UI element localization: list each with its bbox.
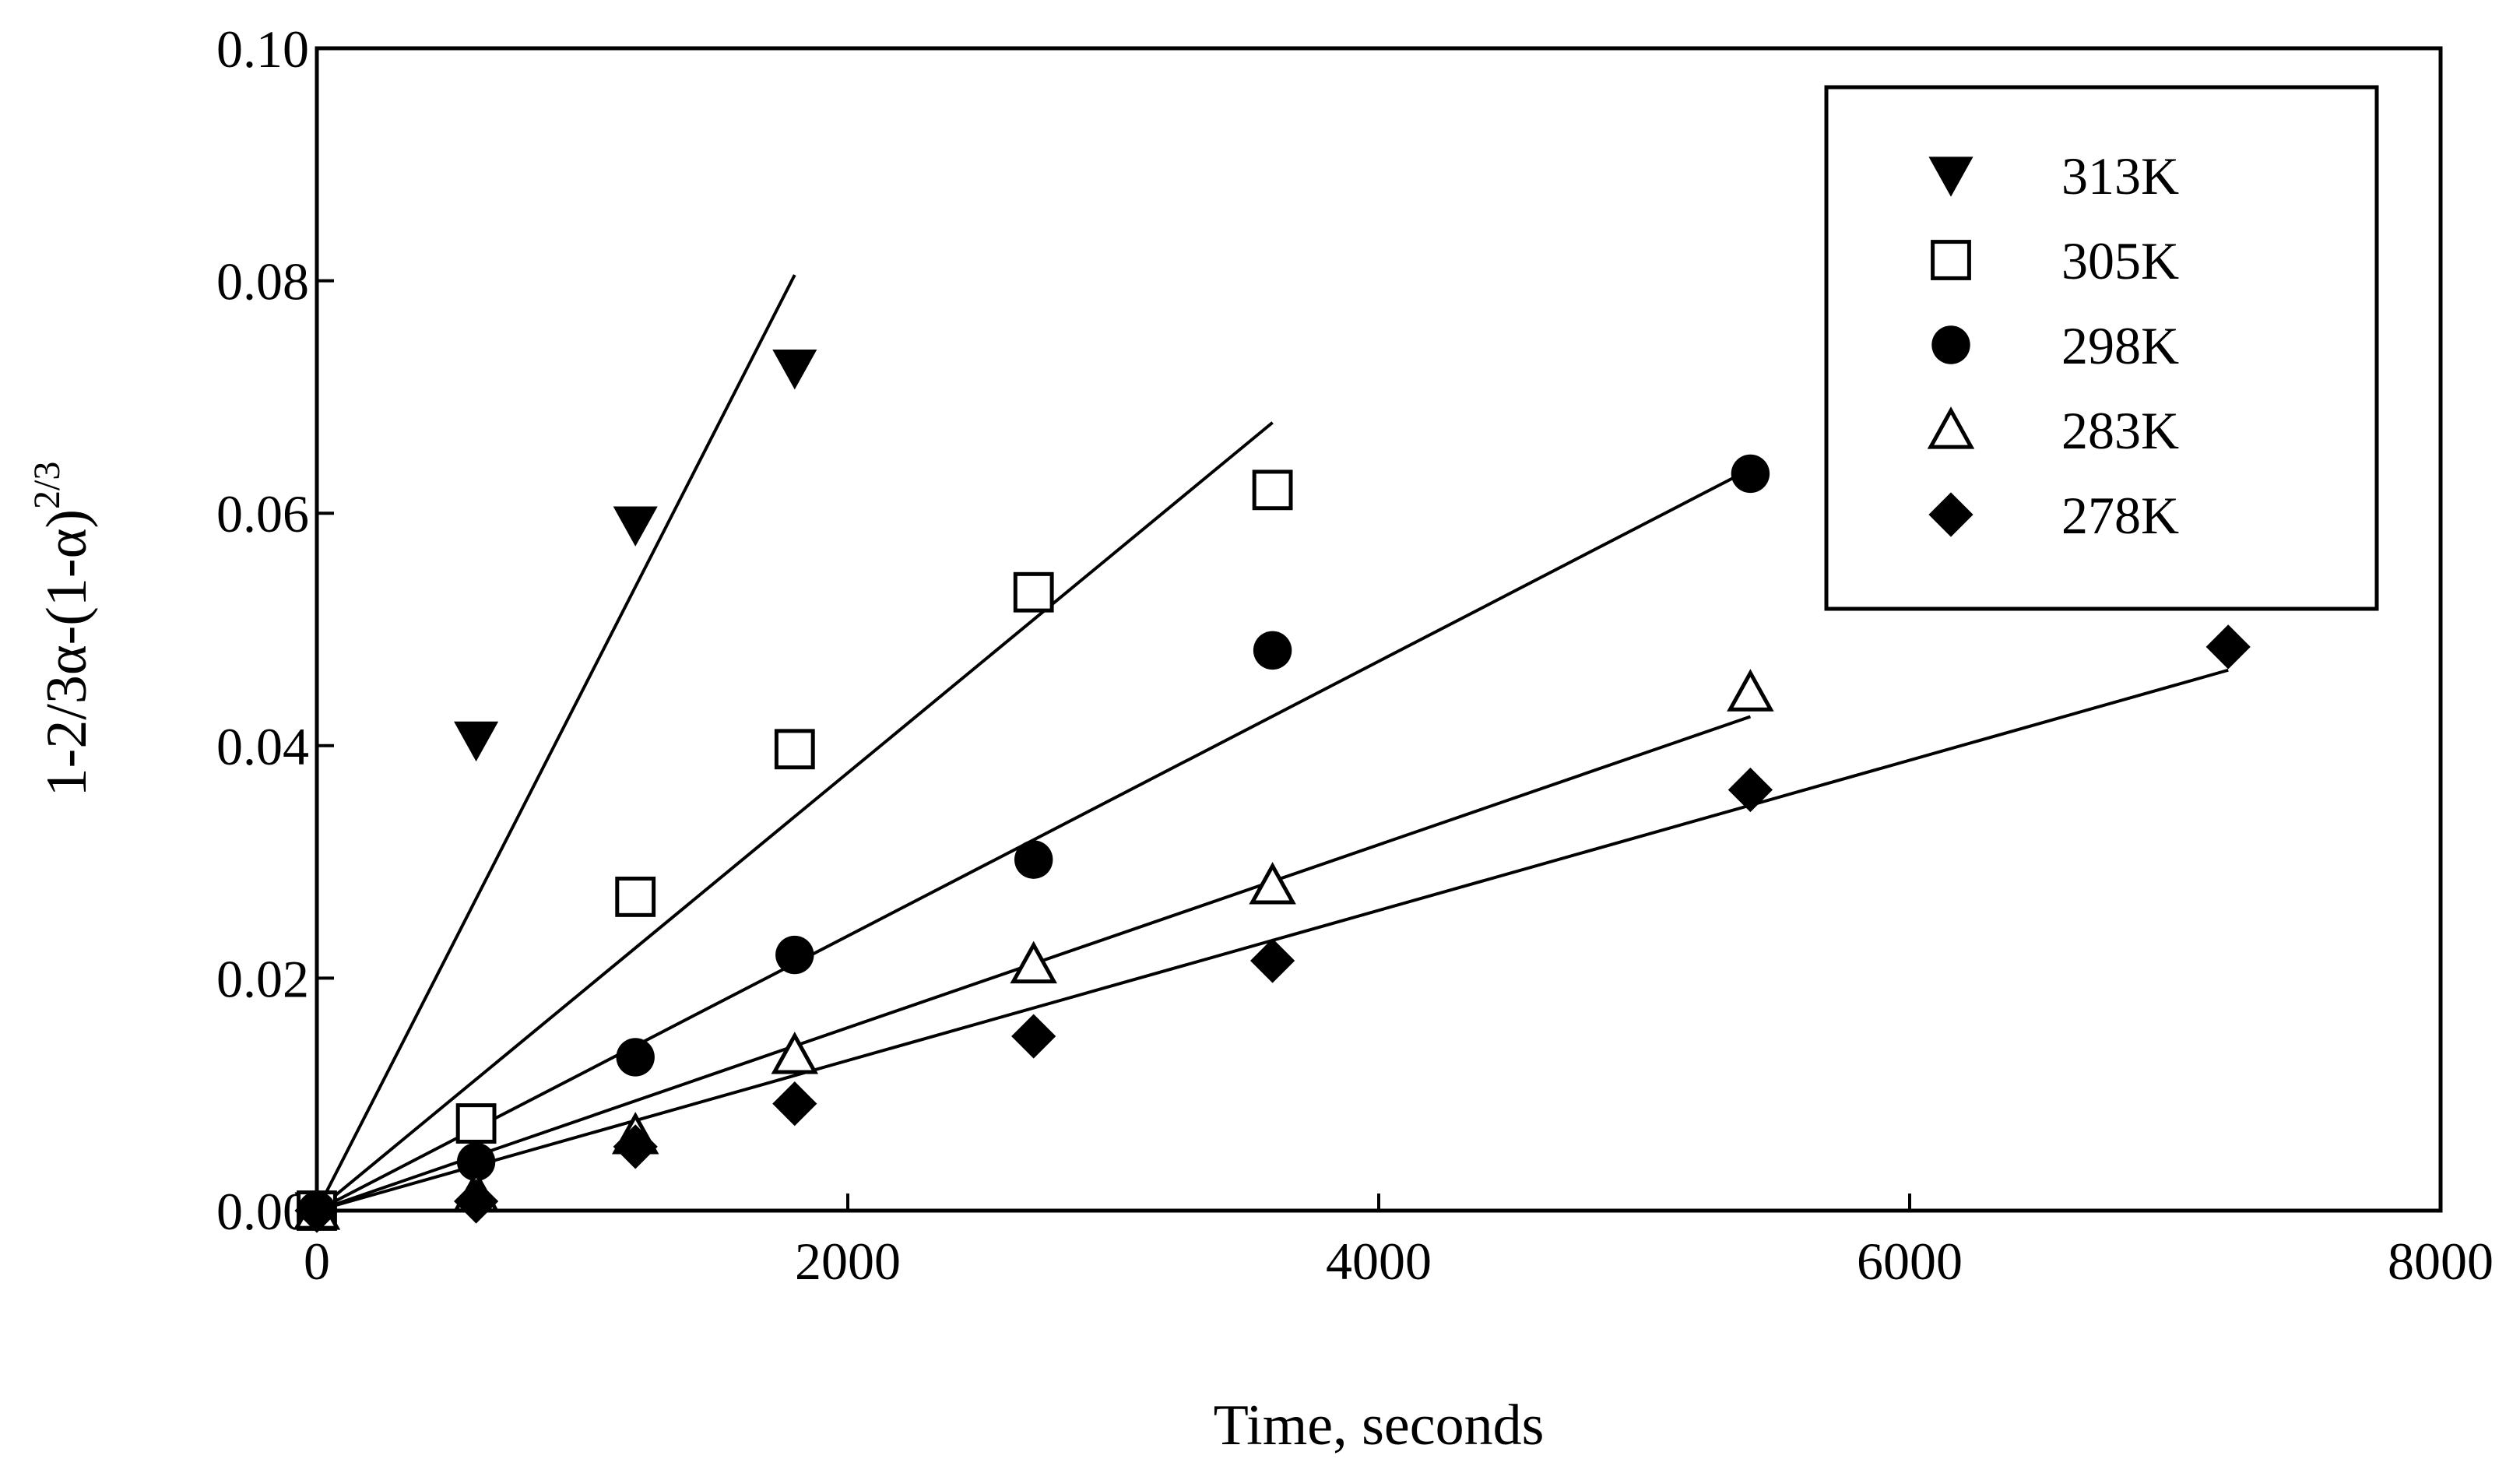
data-point-283K: [1010, 940, 1057, 984]
y-tick-label: 0.02: [216, 949, 309, 1008]
legend-label: 283K: [2061, 401, 2179, 460]
legend-marker-305K: [1931, 240, 1971, 280]
data-point-278K: [2205, 624, 2251, 670]
data-point-278K: [1011, 1014, 1056, 1059]
legend-label: 298K: [2061, 316, 2179, 375]
legend-marker-283K: [1927, 406, 1975, 449]
data-points: [293, 349, 2251, 1233]
x-tick-label: 4000: [1326, 1232, 1432, 1291]
data-point-313K: [454, 721, 499, 762]
data-point-305K: [1252, 469, 1293, 511]
data-point-305K: [615, 876, 656, 917]
data-point-283K: [1727, 669, 1774, 712]
legend-label: 305K: [2061, 231, 2179, 290]
data-point-305K: [1013, 571, 1054, 613]
data-point-313K: [772, 349, 817, 390]
data-point-298K: [616, 1038, 655, 1077]
legend-marker-313K: [1928, 156, 1973, 197]
fit-line-313K: [315, 274, 796, 1211]
legend: 313K 305K 298K 283K 278K: [1824, 85, 2379, 611]
x-tick-label: 6000: [1857, 1232, 1963, 1291]
x-tick-label: 0: [304, 1232, 330, 1291]
data-point-278K: [613, 1124, 658, 1169]
x-tick-label: 8000: [2388, 1232, 2494, 1291]
fit-line-298K: [316, 467, 1752, 1212]
x-tick-label: 2000: [795, 1232, 901, 1291]
y-tick-label: 0.00: [216, 1182, 309, 1241]
data-point-283K: [1249, 862, 1296, 905]
legend-box: [1824, 85, 2379, 611]
data-point-305K: [455, 1103, 497, 1144]
data-point-298K: [456, 1142, 496, 1181]
data-point-298K: [775, 935, 814, 975]
data-point-313K: [613, 506, 658, 547]
data-point-283K: [771, 1032, 819, 1074]
y-tick-label: 0.04: [216, 717, 309, 776]
y-tick-label: 0.08: [216, 252, 309, 311]
x-axis-title: Time, seconds: [1214, 1394, 1545, 1457]
y-tick-label: 0.10: [216, 19, 309, 79]
data-point-305K: [774, 729, 815, 770]
data-point-278K: [294, 1188, 339, 1233]
data-point-298K: [1014, 840, 1053, 879]
legend-marker-278K: [1928, 492, 1973, 537]
y-tick-label: 0.06: [216, 484, 309, 543]
legend-label: 313K: [2061, 146, 2179, 206]
data-point-278K: [1727, 767, 1773, 813]
y-axis-title-main: 1-2/3α-(1-α): [35, 509, 99, 796]
data-point-298K: [1253, 631, 1292, 670]
data-point-278K: [454, 1179, 499, 1224]
data-point-278K: [772, 1081, 817, 1127]
y-axis-title-superscript: 2/3: [26, 462, 68, 509]
legend-label: 278K: [2061, 486, 2179, 545]
data-point-298K: [1731, 454, 1770, 494]
data-point-278K: [1250, 938, 1295, 983]
fit-line-305K: [315, 421, 1274, 1212]
axis-ticks: 0 2000 4000 6000 8000 0.00 0.02 0.04 0.06 0.08 0.1…: [216, 19, 2494, 1291]
y-axis-title: 1-2/3α-(1-α)2/3: [26, 462, 99, 797]
legend-marker-298K: [1931, 325, 1970, 364]
